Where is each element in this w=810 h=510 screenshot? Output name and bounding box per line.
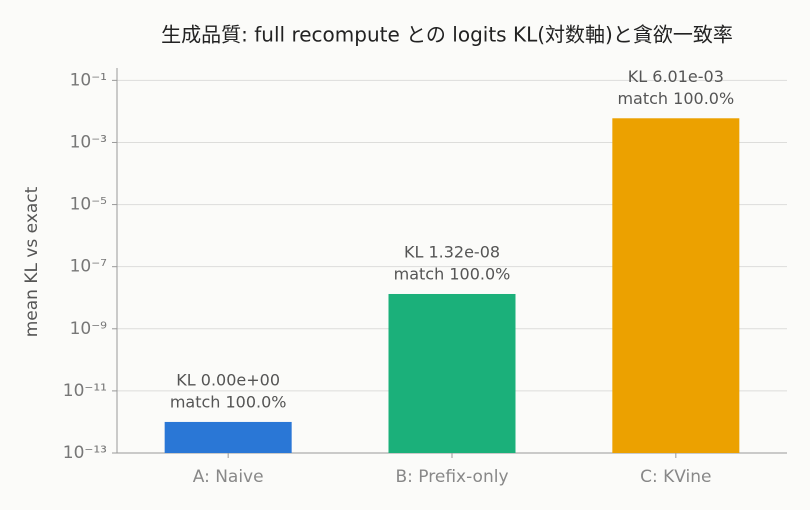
bar-annotation: match 100.0% <box>170 392 287 411</box>
bar-annotation: KL 0.00e+00 <box>176 370 280 389</box>
y-tick-label: 10⁻¹ <box>70 70 107 90</box>
bar-annotation: KL 6.01e-03 <box>628 67 724 86</box>
bar-annotation: match 100.0% <box>617 89 734 108</box>
bar-annotation: KL 1.32e-08 <box>404 242 500 261</box>
y-axis-label: mean KL vs exact <box>22 186 42 337</box>
y-tick-label: 10⁻⁷ <box>70 257 108 277</box>
bar-annotation: match 100.0% <box>394 264 511 283</box>
y-tick-label: 10⁻¹³ <box>63 443 107 463</box>
x-tick-label: B: Prefix-only <box>396 467 509 487</box>
y-tick-label: 10⁻³ <box>70 132 107 152</box>
y-tick-label: 10⁻¹¹ <box>63 381 107 401</box>
x-tick-label: C: KVine <box>640 467 711 487</box>
y-tick-label: 10⁻⁹ <box>70 319 108 339</box>
y-tick-label: 10⁻⁵ <box>70 195 107 215</box>
x-tick-label: A: Naive <box>193 467 264 487</box>
bar <box>164 421 292 453</box>
bar <box>612 118 740 454</box>
bar <box>388 293 516 453</box>
chart-title: 生成品質: full recompute との logits KL(対数軸)と貪… <box>161 23 733 47</box>
